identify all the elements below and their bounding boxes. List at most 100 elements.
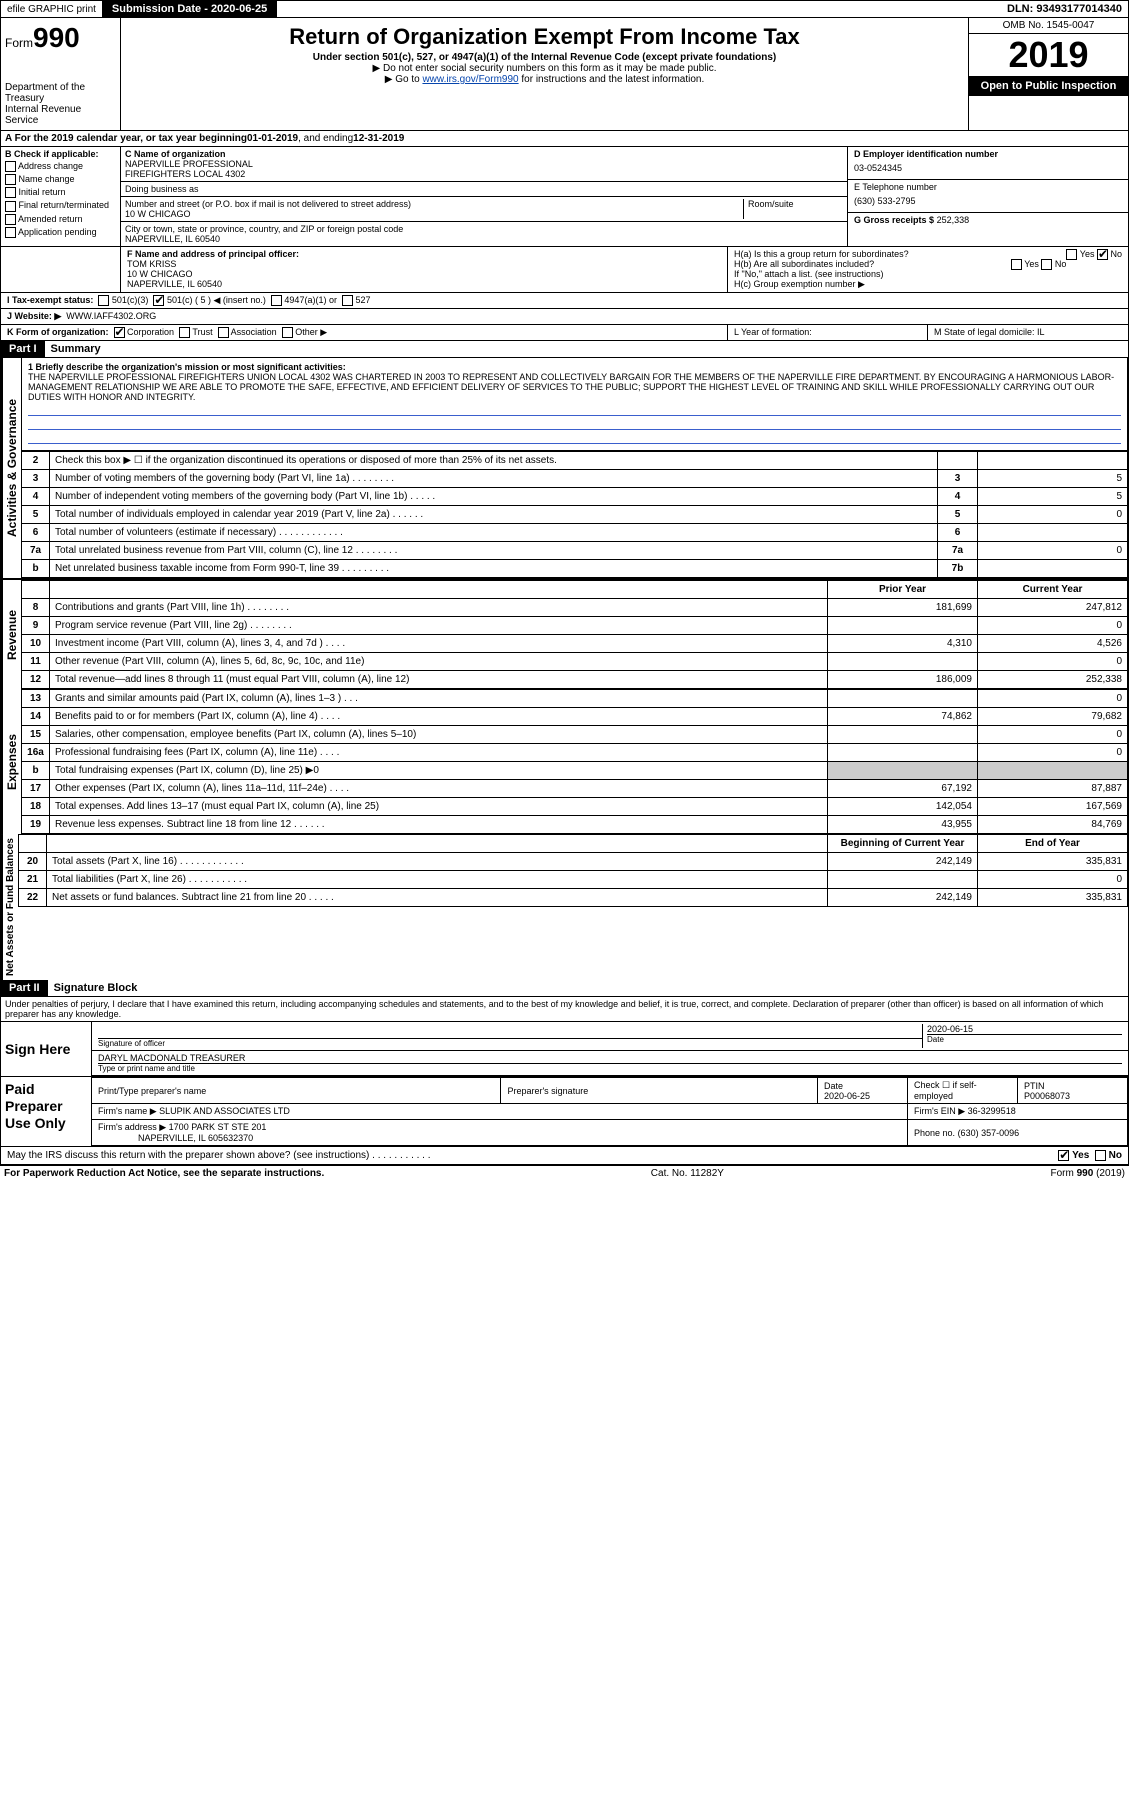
firm-addr2: NAPERVILLE, IL 605632370 xyxy=(138,1133,253,1143)
hb-note: If "No," attach a list. (see instruction… xyxy=(734,269,1122,279)
irs-label: Internal Revenue Service xyxy=(5,104,116,126)
col-d: D Employer identification number 03-0524… xyxy=(848,147,1128,246)
street-value: 10 W CHICAGO xyxy=(125,209,743,219)
goto-suffix: for instructions and the latest informat… xyxy=(519,74,705,85)
checkbox-icon[interactable] xyxy=(282,327,293,338)
ptin-label: PTIN xyxy=(1024,1081,1045,1091)
cat-no: Cat. No. 11282Y xyxy=(651,1168,724,1179)
table-row: 3Number of voting members of the governi… xyxy=(22,470,1128,488)
preparer-table: Print/Type preparer's name Preparer's si… xyxy=(91,1077,1128,1146)
row-a-label: A For the 2019 calendar year, or tax yea… xyxy=(5,133,247,144)
table-row: 13Grants and similar amounts paid (Part … xyxy=(22,690,1128,708)
checkbox-icon[interactable] xyxy=(1011,259,1022,270)
part-2-header: Part II Signature Block xyxy=(0,980,1129,997)
checkbox-icon[interactable] xyxy=(98,295,109,306)
irs-link[interactable]: www.irs.gov/Form990 xyxy=(422,74,518,85)
table-header: Prior YearCurrent Year xyxy=(22,581,1128,599)
goto-note: ▶ Go to www.irs.gov/Form990 for instruct… xyxy=(129,74,960,85)
netassets-table: Beginning of Current YearEnd of Year20To… xyxy=(18,834,1128,907)
hc-label: H(c) Group exemption number ▶ xyxy=(734,279,1122,290)
form-number: Form990 xyxy=(5,22,116,54)
row-a: A For the 2019 calendar year, or tax yea… xyxy=(0,131,1129,147)
hb-label: H(b) Are all subordinates included? xyxy=(734,259,874,269)
firm-ein-label: Firm's EIN ▶ xyxy=(914,1106,965,1116)
line1-label: 1 Briefly describe the organization's mi… xyxy=(28,362,1121,372)
j-label: J Website: ▶ xyxy=(7,311,61,321)
f-label: F Name and address of principal officer: xyxy=(127,249,721,259)
b-opt-2: Initial return xyxy=(5,187,116,198)
officer-printed-name: DARYL MACDONALD TREASURER xyxy=(98,1053,1122,1063)
footer: For Paperwork Reduction Act Notice, see … xyxy=(0,1165,1129,1181)
part-1-title: Summary xyxy=(45,341,107,357)
phone-value: (630) 533-2795 xyxy=(854,192,1122,210)
efile-label: efile GRAPHIC print xyxy=(1,2,102,17)
year-end: 12-31-2019 xyxy=(353,133,404,144)
checkbox-icon[interactable] xyxy=(342,295,353,306)
form-header: Form990 Department of the Treasury Inter… xyxy=(0,18,1129,131)
checkbox-icon[interactable] xyxy=(5,187,16,198)
website-value: WWW.IAFF4302.ORG xyxy=(66,311,156,321)
table-row: 11Other revenue (Part VIII, column (A), … xyxy=(22,653,1128,671)
mission-text: THE NAPERVILLE PROFESSIONAL FIREFIGHTERS… xyxy=(28,372,1121,402)
vlabel-expenses: Expenses xyxy=(1,689,21,834)
expenses-table: 13Grants and similar amounts paid (Part … xyxy=(21,689,1128,834)
checkbox-icon[interactable] xyxy=(1095,1150,1106,1161)
checkbox-icon[interactable] xyxy=(1066,249,1077,260)
checkbox-icon[interactable] xyxy=(179,327,190,338)
checkbox-icon[interactable] xyxy=(153,295,164,306)
prep-check: Check ☐ if self-employed xyxy=(908,1078,1018,1104)
b-opt-3: Final return/terminated xyxy=(5,200,116,211)
org-name-1: NAPERVILLE PROFESSIONAL xyxy=(125,159,843,169)
gross-receipts: 252,338 xyxy=(937,215,970,225)
officer-addr2: NAPERVILLE, IL 60540 xyxy=(127,279,721,289)
vlabel-netassets: Net Assets or Fund Balances xyxy=(1,834,18,980)
k-label: K Form of organization: xyxy=(7,327,109,337)
checkbox-icon[interactable] xyxy=(5,161,16,172)
firm-name-label: Firm's name ▶ xyxy=(98,1106,157,1116)
d-label: D Employer identification number xyxy=(854,149,1122,159)
officer-name: TOM KRISS xyxy=(127,259,721,269)
governance-section: Activities & Governance 1 Briefly descri… xyxy=(0,358,1129,578)
form-prefix: Form xyxy=(5,36,33,50)
goto-prefix: ▶ Go to xyxy=(385,74,423,85)
table-row: 10Investment income (Part VIII, column (… xyxy=(22,635,1128,653)
table-row: 6Total number of volunteers (estimate if… xyxy=(22,524,1128,542)
c-name-label: C Name of organization xyxy=(125,149,843,159)
b-heading: B Check if applicable: xyxy=(5,149,99,159)
checkbox-icon[interactable] xyxy=(1097,249,1108,260)
netassets-section: Net Assets or Fund Balances Beginning of… xyxy=(0,834,1129,980)
ha-label: H(a) Is this a group return for subordin… xyxy=(734,249,909,259)
table-row: 17Other expenses (Part IX, column (A), l… xyxy=(22,780,1128,798)
checkbox-icon[interactable] xyxy=(218,327,229,338)
col-c: C Name of organization NAPERVILLE PROFES… xyxy=(121,147,848,246)
discuss-row: May the IRS discuss this return with the… xyxy=(0,1147,1129,1165)
checkbox-icon[interactable] xyxy=(5,201,16,212)
org-name-2: FIREFIGHTERS LOCAL 4302 xyxy=(125,169,843,179)
top-bar: efile GRAPHIC print Submission Date - 20… xyxy=(0,0,1129,18)
ssn-note: ▶ Do not enter social security numbers o… xyxy=(129,63,960,74)
table-row: 18Total expenses. Add lines 13–17 (must … xyxy=(22,798,1128,816)
form-footer: Form 990 (2019) xyxy=(1051,1168,1125,1179)
sig-date-label: Date xyxy=(927,1034,1122,1044)
prep-name-h: Print/Type preparer's name xyxy=(92,1078,501,1104)
discuss-label: May the IRS discuss this return with the… xyxy=(7,1150,1058,1161)
table-row: 4Number of independent voting members of… xyxy=(22,488,1128,506)
checkbox-icon[interactable] xyxy=(1058,1150,1069,1161)
h-a: H(a) Is this a group return for subordin… xyxy=(734,249,1122,259)
checkbox-icon[interactable] xyxy=(5,174,16,185)
preparer-block: Paid Preparer Use Only Print/Type prepar… xyxy=(0,1077,1129,1147)
table-row: 16aProfessional fundraising fees (Part I… xyxy=(22,744,1128,762)
form-990: 990 xyxy=(33,22,80,53)
checkbox-icon[interactable] xyxy=(5,214,16,225)
table-row: 19Revenue less expenses. Subtract line 1… xyxy=(22,816,1128,834)
open-public: Open to Public Inspection xyxy=(969,76,1128,96)
m-label: M State of legal domicile: IL xyxy=(928,325,1128,340)
checkbox-icon[interactable] xyxy=(1041,259,1052,270)
l-label: L Year of formation: xyxy=(728,325,928,340)
row-klm: K Form of organization: Corporation Trus… xyxy=(0,325,1129,341)
checkbox-icon[interactable] xyxy=(114,327,125,338)
tax-year: 2019 xyxy=(969,34,1128,76)
checkbox-icon[interactable] xyxy=(5,227,16,238)
checkbox-icon[interactable] xyxy=(271,295,282,306)
table-row: 8Contributions and grants (Part VIII, li… xyxy=(22,599,1128,617)
